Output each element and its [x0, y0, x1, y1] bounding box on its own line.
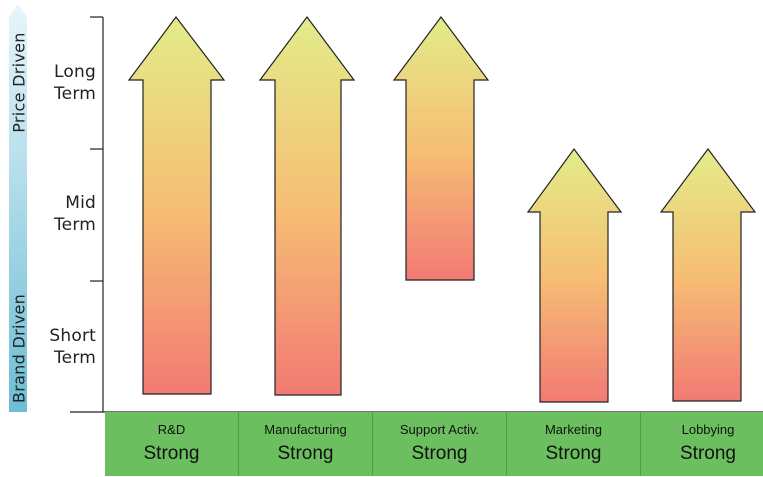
price-driven-label: Price Driven [9, 32, 29, 133]
category-manufacturing: Manufacturing Strong [239, 412, 373, 476]
brand-driven-label: Brand Driven [9, 293, 29, 404]
arrow-support-activ [392, 15, 490, 281]
category-name: Manufacturing [264, 422, 347, 437]
category-marketing: Marketing Strong [507, 412, 641, 476]
arrow-marketing [526, 147, 623, 403]
row-label-line1: Long [54, 62, 96, 82]
arrow-manufacturing [258, 15, 356, 396]
row-label-line2: Term [53, 348, 96, 368]
row-label-long-term: Long Term [54, 61, 96, 105]
category-name: Lobbying [681, 422, 735, 437]
category-support-activ: Support Activ. Strong [373, 412, 507, 476]
category-value: Strong [277, 443, 334, 464]
category-name: Support Activ. [399, 422, 480, 437]
category-value: Strong [545, 443, 602, 464]
row-label-line1: Mid [65, 193, 96, 213]
row-label-line1: Short [49, 326, 96, 346]
category-name: Marketing [544, 422, 603, 437]
category-lobbying: Lobbying Strong [641, 412, 763, 476]
row-label-line2: Term [53, 84, 96, 104]
category-rnd: R&D Strong [105, 412, 239, 476]
category-value: Strong [411, 443, 468, 464]
row-label-mid-term: Mid Term [54, 192, 96, 236]
category-value: Strong [680, 443, 736, 464]
row-label-line2: Term [53, 215, 96, 235]
arrow-lobbying [659, 147, 757, 402]
category-name: R&D [157, 422, 186, 437]
row-label-short-term: Short Term [49, 325, 96, 369]
category-value: Strong [143, 443, 200, 464]
arrow-rnd [127, 16, 226, 395]
axis-bar [9, 4, 27, 412]
